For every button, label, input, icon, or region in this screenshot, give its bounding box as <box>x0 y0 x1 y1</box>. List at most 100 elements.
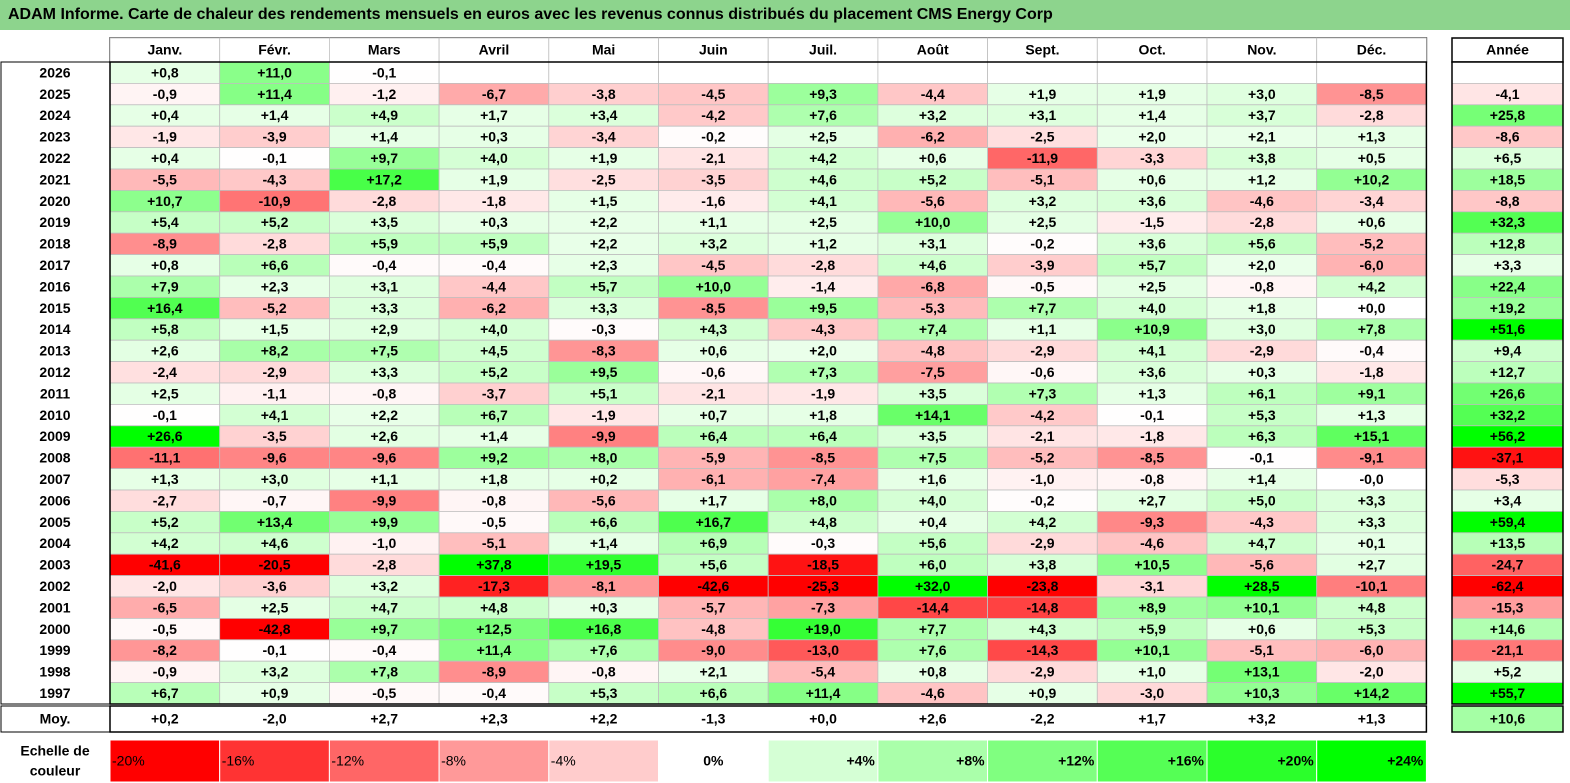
cell-value: +9,9 <box>370 514 398 530</box>
cell-value: +1,1 <box>1029 321 1057 337</box>
heatmap-cell <box>658 682 769 705</box>
heatmap-cell <box>767 275 879 298</box>
year-label: 2016 <box>39 278 70 294</box>
cell-value: +8,9 <box>1138 599 1166 615</box>
heatmap-cell <box>548 147 659 170</box>
cell-value: -4,2 <box>1030 407 1054 423</box>
heatmap-cell <box>328 660 440 684</box>
cell-value: +1,1 <box>370 471 398 487</box>
cell-value: +7,8 <box>1358 321 1386 337</box>
heatmap-cell <box>548 189 659 213</box>
heatmap-cell <box>219 361 330 384</box>
heatmap-cell <box>1096 83 1208 106</box>
cell-value: +1,3 <box>151 471 179 487</box>
year-label: 2026 <box>39 64 70 80</box>
heatmap-cell <box>1096 104 1208 127</box>
heatmap-cell <box>877 403 989 427</box>
cell-value: +5,9 <box>370 236 398 252</box>
year-label: 2007 <box>39 471 70 487</box>
heatmap-cell <box>1206 425 1318 448</box>
annual-cell <box>1451 61 1564 84</box>
heatmap-cell <box>1316 382 1427 405</box>
heatmap-cell <box>328 211 440 234</box>
heatmap-cell <box>1316 232 1427 255</box>
cell-value: +3,4 <box>590 107 618 123</box>
heatmap-cell <box>1206 403 1318 427</box>
heatmap-cell <box>1096 339 1208 363</box>
heatmap-cell <box>1206 553 1318 577</box>
cell-value: -9,9 <box>372 492 396 508</box>
year-label: 2011 <box>40 385 71 401</box>
heatmap-cell <box>767 168 879 191</box>
annual-value: +32,3 <box>1490 214 1526 230</box>
heatmap-cell <box>1316 446 1427 470</box>
cell-value: +3,6 <box>1138 364 1166 380</box>
cell-value: -9,0 <box>701 642 725 658</box>
cell-value: +2,2 <box>370 407 398 423</box>
cell-value: -8,1 <box>592 578 616 594</box>
cell-value: +2,0 <box>1248 257 1276 273</box>
cell-value: +1,9 <box>590 150 618 166</box>
heatmap-cell <box>1096 446 1208 470</box>
cell-value: -0,2 <box>701 129 725 145</box>
heatmap-cell <box>328 553 440 577</box>
heatmap-cell <box>987 425 1098 448</box>
heatmap-cell <box>328 489 440 512</box>
scale-swatch <box>109 739 221 783</box>
heatmap-cell <box>328 168 440 191</box>
heatmap-cell <box>1096 489 1208 512</box>
cell-value: +9,5 <box>590 364 618 380</box>
heatmap-cell <box>877 147 989 170</box>
heatmap-cell <box>1206 104 1318 127</box>
heatmap-cell <box>548 618 659 641</box>
average-value: -1,3 <box>701 711 725 727</box>
heatmap-cell <box>438 596 550 619</box>
cell-value: -41,6 <box>149 557 181 573</box>
cell-value: +10,1 <box>1134 642 1170 658</box>
heatmap-cell <box>109 211 221 234</box>
cell-value: +3,3 <box>370 300 398 316</box>
annual-cell <box>1451 211 1564 234</box>
scale-label: -8% <box>441 753 466 769</box>
heatmap-cell <box>109 339 221 363</box>
heatmap-cell <box>438 83 550 106</box>
heatmap-cell <box>438 660 550 684</box>
heatmap-cell <box>548 425 659 448</box>
cell-value: +5,9 <box>480 236 508 252</box>
cell-value: +1,8 <box>809 407 837 423</box>
cell-value: -0,5 <box>153 621 177 637</box>
year-label: 2020 <box>39 193 70 209</box>
annual-cell <box>1451 339 1564 363</box>
cell-value: -2,9 <box>262 364 286 380</box>
heatmap-cell <box>1206 382 1318 405</box>
cell-value: +2,5 <box>809 214 837 230</box>
year-label: 2014 <box>39 321 70 337</box>
heatmap-cell <box>548 382 659 405</box>
cell-value: +5,6 <box>1248 236 1276 252</box>
heatmap-cell <box>219 382 330 405</box>
heatmap-cell <box>1206 339 1318 363</box>
average-value: +2,3 <box>480 711 508 727</box>
cell-value: -25,3 <box>807 578 839 594</box>
annual-header-cell <box>1451 37 1564 63</box>
heatmap-cell <box>1206 254 1318 277</box>
heatmap-cell <box>987 296 1098 320</box>
heatmap-cell <box>438 168 550 191</box>
heatmap-cell <box>877 575 989 598</box>
cell-value: +2,5 <box>261 599 289 615</box>
cell-value: +7,5 <box>370 343 398 359</box>
heatmap-cell <box>1316 575 1427 598</box>
cell-value: -1,6 <box>701 193 725 209</box>
heatmap-cell <box>219 596 330 619</box>
heatmap-cell <box>767 682 879 705</box>
heatmap-cell <box>438 189 550 213</box>
heatmap-cell <box>987 489 1098 512</box>
cell-value: -4,2 <box>701 107 725 123</box>
heatmap-cell <box>658 275 769 298</box>
cell-value: -2,8 <box>372 193 396 209</box>
heatmap-cell <box>1206 532 1318 555</box>
month-header-label: Févr. <box>258 42 291 58</box>
cell-value: -9,9 <box>592 428 616 444</box>
cell-value: -3,5 <box>262 428 286 444</box>
heatmap-cell <box>548 232 659 255</box>
